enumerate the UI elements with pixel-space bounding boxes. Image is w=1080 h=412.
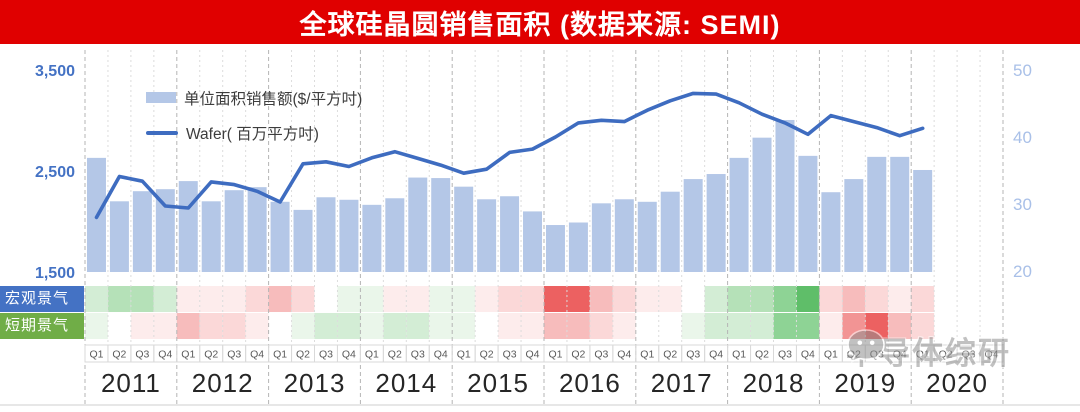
legend-item-bar: 单位面积销售额($/平方吋)	[146, 80, 362, 115]
legend-item-line: Wafer( 百万平方吋)	[146, 115, 362, 150]
svg-text:Q2: Q2	[571, 349, 585, 361]
svg-text:Q2: Q2	[663, 349, 677, 361]
svg-text:2,500: 2,500	[35, 164, 75, 181]
svg-text:Q3: Q3	[594, 349, 608, 361]
svg-text:Q2: Q2	[939, 349, 953, 361]
svg-text:Q3: Q3	[319, 349, 333, 361]
chart-stage: 3,500 2,500 1,500 50 40 30 20 Q1 Q2 Q3 Q4 Q1 Q2 Q3 Q4 Q…	[0, 44, 1080, 412]
legend-line-label: Wafer( 百万平方吋)	[186, 125, 319, 143]
svg-text:Q2: Q2	[388, 349, 402, 361]
svg-text:Q2: Q2	[296, 349, 310, 361]
svg-text:30: 30	[1013, 195, 1032, 214]
svg-text:2016: 2016	[559, 368, 621, 398]
svg-text:3,500: 3,500	[35, 63, 75, 80]
svg-text:Q2: Q2	[480, 349, 494, 361]
svg-text:Q3: Q3	[870, 349, 884, 361]
svg-text:40: 40	[1013, 128, 1032, 147]
right-axis-labels: 50 40 30 20	[1013, 61, 1032, 281]
svg-text:2014: 2014	[375, 368, 437, 398]
svg-text:Q1: Q1	[273, 349, 287, 361]
svg-text:Q2: Q2	[204, 349, 218, 361]
svg-text:Q2: Q2	[112, 349, 126, 361]
svg-text:Q2: Q2	[755, 349, 769, 361]
svg-text:2020: 2020	[926, 368, 988, 398]
svg-text:Q1: Q1	[457, 349, 471, 361]
heatmap-short-term-row	[85, 313, 935, 339]
bar-swatch-icon	[146, 92, 176, 103]
svg-text:Q1: Q1	[548, 349, 562, 361]
svg-text:Q1: Q1	[181, 349, 195, 361]
svg-text:2018: 2018	[743, 368, 805, 398]
svg-text:2012: 2012	[192, 368, 254, 398]
svg-text:Q4: Q4	[158, 349, 172, 361]
svg-text:1,500: 1,500	[35, 265, 75, 282]
svg-text:Q2: Q2	[847, 349, 861, 361]
title-bar: 全球硅晶圆销售面积 (数据来源: SEMI)	[0, 0, 1080, 44]
svg-text:Q3: Q3	[135, 349, 149, 361]
svg-text:2015: 2015	[467, 368, 529, 398]
legend: 单位面积销售额($/平方吋) Wafer( 百万平方吋)	[146, 80, 362, 150]
short-term-row-label: 短期景气度	[0, 313, 84, 360]
svg-text:Q3: Q3	[778, 349, 792, 361]
svg-text:2017: 2017	[651, 368, 713, 398]
svg-text:Q4: Q4	[893, 349, 907, 361]
svg-text:Q4: Q4	[434, 349, 448, 361]
svg-text:Q1: Q1	[732, 349, 746, 361]
heatmap-macro-row	[85, 286, 935, 312]
year-labels: 2011 2012 2013 2014 2015 2016 2017 2018 2019 2020	[101, 368, 988, 398]
svg-text:Q3: Q3	[411, 349, 425, 361]
svg-text:Q4: Q4	[984, 349, 998, 361]
svg-text:Q1: Q1	[89, 349, 103, 361]
page-title: 全球硅晶圆销售面积 (数据来源: SEMI)	[299, 9, 781, 40]
svg-text:Q3: Q3	[503, 349, 517, 361]
svg-text:50: 50	[1013, 61, 1032, 80]
svg-text:Q4: Q4	[801, 349, 815, 361]
svg-text:Q4: Q4	[709, 349, 723, 361]
svg-text:Q1: Q1	[365, 349, 379, 361]
svg-text:Q3: Q3	[962, 349, 976, 361]
svg-text:Q1: Q1	[824, 349, 838, 361]
svg-text:2011: 2011	[101, 368, 161, 398]
svg-text:20: 20	[1013, 262, 1032, 281]
svg-text:Q4: Q4	[342, 349, 356, 361]
svg-text:Q3: Q3	[227, 349, 241, 361]
wafer-line	[94, 91, 925, 220]
line-swatch-icon	[146, 130, 178, 135]
svg-text:Q1: Q1	[916, 349, 930, 361]
svg-text:2013: 2013	[284, 368, 346, 398]
svg-text:Q3: Q3	[686, 349, 700, 361]
bars-group	[86, 119, 933, 273]
svg-text:Q4: Q4	[250, 349, 264, 361]
svg-text:Q1: Q1	[640, 349, 654, 361]
svg-text:Q4: Q4	[617, 349, 631, 361]
macro-row-label: 宏观景气度	[0, 286, 84, 333]
left-axis-labels: 3,500 2,500 1,500	[35, 63, 75, 282]
quarter-labels: Q1 Q2 Q3 Q4 Q1 Q2 Q3 Q4 Q1 Q2 Q3 Q4 Q1 Q2 Q3 Q4 Q1 Q2 Q3 Q4…	[84, 344, 1004, 363]
svg-text:Q4: Q4	[525, 349, 539, 361]
svg-text:2019: 2019	[834, 368, 896, 398]
legend-bar-label: 单位面积销售额($/平方吋)	[184, 90, 363, 108]
